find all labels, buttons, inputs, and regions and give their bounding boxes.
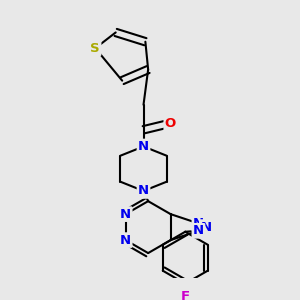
Text: N: N [120, 234, 131, 247]
Text: F: F [181, 290, 190, 300]
Text: S: S [91, 42, 100, 55]
Text: N: N [138, 184, 149, 197]
Text: N: N [193, 217, 204, 230]
Text: N: N [138, 140, 149, 153]
Text: N: N [200, 220, 211, 234]
Text: O: O [165, 117, 176, 130]
Text: N: N [120, 208, 131, 220]
Text: N: N [193, 224, 204, 237]
